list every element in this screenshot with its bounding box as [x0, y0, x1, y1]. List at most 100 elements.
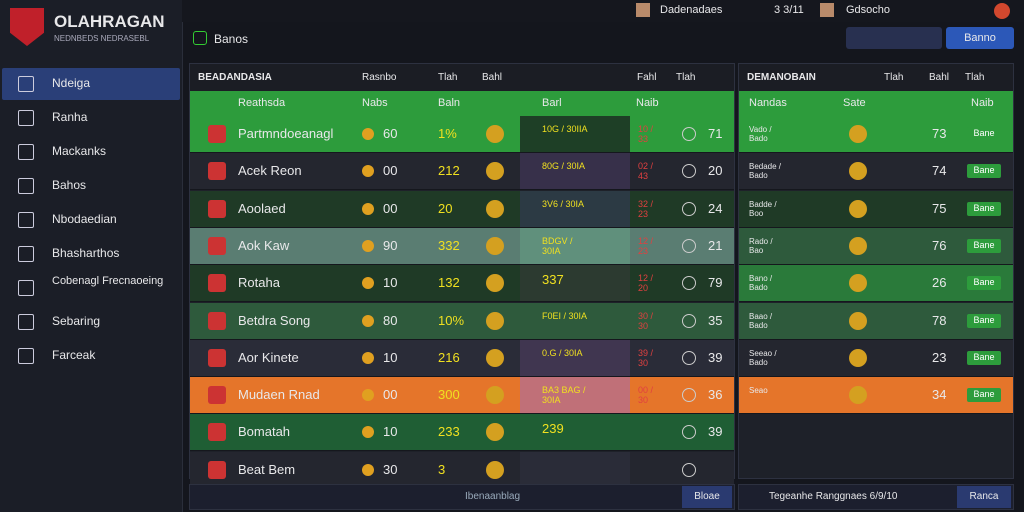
team-name: Mudaen Rnad — [238, 387, 320, 403]
table-row[interactable]: Beat Bem 30 3 — [190, 451, 734, 489]
table-row[interactable]: Aok Kaw 90 332 BDGV / 30IA 12 / 23 21 — [190, 227, 734, 265]
percent: 10% — [438, 312, 465, 328]
team-name: Aok Kaw — [238, 237, 290, 253]
rating: 24 — [708, 200, 723, 216]
percent: 20 — [438, 200, 453, 216]
stat-value: 60 — [383, 126, 398, 141]
search-input[interactable]: Ibenaanblag — [465, 491, 521, 502]
player-label: Baao / Bado — [749, 311, 773, 330]
info-icon — [682, 462, 696, 477]
rating: 36 — [708, 387, 723, 403]
search-bar[interactable]: Ibenaanblag Bloae — [189, 484, 735, 510]
nav-item[interactable]: Nbodaedian — [52, 212, 117, 226]
club-name[interactable]: Gdsocho — [846, 4, 891, 16]
nav-icon — [18, 246, 34, 262]
nav-item[interactable]: Ndeiga — [52, 76, 91, 90]
badge — [486, 199, 504, 218]
rating: 71 — [708, 126, 723, 141]
side-row[interactable]: Seeao / Bado 23 Bane — [739, 339, 1013, 377]
team-name: Acek Reon — [238, 163, 302, 179]
table-row[interactable]: Mudaen Rnad 00 300 BA3 BAG / 30IA 00 / 30 36 — [190, 377, 734, 415]
form-text: 239 — [542, 421, 564, 437]
side-row[interactable]: Baao / Bado 78 Bane — [739, 302, 1013, 340]
row-button[interactable]: Bane — [967, 238, 1001, 253]
score: 32 / 23 — [638, 198, 654, 219]
side-row[interactable]: Vado / Bado 73 Bane — [739, 116, 1013, 153]
table-row[interactable]: Partmndoeanagl 60 1% 10G / 30IIA 10 / 33 71 — [190, 116, 734, 153]
side-row[interactable]: Bedade / Bado 74 Bane — [739, 153, 1013, 191]
badge — [486, 236, 504, 255]
stat-icon — [362, 426, 374, 439]
row-button[interactable]: Bane — [967, 388, 1001, 403]
team-name: Partmndoeanagl — [238, 126, 334, 141]
nav-item[interactable]: Bhasharthos — [52, 246, 120, 260]
table-row[interactable]: Acek Reon 00 212 80G / 30IA 02 / 43 20 — [190, 153, 734, 191]
nav-icon — [18, 76, 34, 92]
table-row[interactable]: Bomatah 10 233 239 39 — [190, 414, 734, 452]
sidebar: OLAHRAGAN NEDNBEDS NEDRASEBL Ndeiga Ranha… — [0, 0, 183, 512]
side-value: 74 — [932, 163, 947, 179]
team-name: Beat Bem — [238, 461, 296, 477]
rating: 21 — [708, 237, 723, 253]
side-row[interactable]: Bano / Bado 26 Bane — [739, 265, 1013, 303]
info-icon — [682, 201, 696, 216]
logo — [10, 8, 44, 46]
player-icon — [849, 162, 867, 181]
player-icon — [849, 311, 867, 330]
nav-icon — [18, 212, 34, 228]
toggle-group[interactable] — [846, 27, 942, 49]
player-icon — [849, 274, 867, 293]
player-label: Seeao / Bado — [749, 348, 777, 367]
side-row[interactable]: Rado / Bao 76 Bane — [739, 227, 1013, 265]
nav-item[interactable]: Sebaring — [52, 314, 101, 328]
row-button[interactable]: Bane — [967, 313, 1001, 328]
nav-item[interactable]: Bahos — [52, 178, 87, 192]
nav-icon — [18, 178, 34, 194]
player-icon — [849, 125, 867, 143]
row-button[interactable]: Bane — [967, 350, 1001, 365]
info-icon — [682, 276, 696, 291]
column-header: Fahl — [637, 72, 657, 83]
subcolumn-header: Naib — [971, 97, 994, 109]
info-icon — [682, 388, 696, 403]
subcolumn-header: Barl — [542, 97, 562, 109]
row-button[interactable]: Bane — [967, 201, 1001, 216]
nav-item[interactable]: Farceak — [52, 348, 96, 362]
stat-value: 90 — [383, 237, 398, 253]
form-text: 80G / 30IA — [542, 161, 586, 172]
nav-item[interactable]: Ranha — [52, 110, 88, 124]
badge — [486, 386, 504, 405]
badge — [486, 125, 504, 143]
rating: 39 — [708, 349, 723, 365]
table-row[interactable]: Aor Kinete 10 216 0.G / 30IA 39 / 30 39 — [190, 339, 734, 377]
player-label: Bano / Bado — [749, 274, 773, 293]
action-button[interactable]: Banno — [946, 27, 1014, 49]
breadcrumb: Banos — [214, 32, 249, 46]
nav-item[interactable]: Mackanks — [52, 144, 107, 158]
badge — [486, 311, 504, 330]
app-subtitle: NEDNBEDS NEDRASEBL — [54, 34, 150, 43]
status-button[interactable]: Ranca — [957, 486, 1011, 508]
team-name: Betdra Song — [238, 312, 311, 328]
table-row[interactable]: Aoolaed 00 20 3V6 / 30IA 32 / 23 24 — [190, 190, 734, 228]
table-title: DEMANOBAIN — [747, 72, 816, 83]
side-row[interactable]: Badde / Boo 75 Bane — [739, 190, 1013, 228]
profile-icon[interactable] — [994, 3, 1010, 19]
row-button[interactable]: Bane — [967, 127, 1001, 141]
row-button[interactable]: Bane — [967, 164, 1001, 179]
table-row[interactable]: Rotaha 10 132 337 12 / 20 79 — [190, 265, 734, 303]
side-row[interactable]: Seao 34 Bane — [739, 377, 1013, 415]
side-value: 73 — [932, 126, 947, 141]
player-label: Vado / Bado — [749, 125, 772, 143]
search-button[interactable]: Bloae — [682, 486, 732, 508]
row-button[interactable]: Bane — [967, 276, 1001, 291]
rating: 20 — [708, 163, 723, 179]
team-name: Aor Kinete — [238, 349, 299, 365]
nav-item[interactable]: Cobenagl Frecnaoeing — [52, 275, 164, 287]
table-row[interactable]: Betdra Song 80 10% F0EI / 30IA 30 / 30 35 — [190, 302, 734, 340]
team-crest — [208, 348, 226, 367]
row-mid — [520, 377, 630, 414]
side-value: 34 — [932, 387, 947, 403]
team-name: Rotaha — [238, 275, 280, 291]
subheader — [739, 91, 1013, 116]
